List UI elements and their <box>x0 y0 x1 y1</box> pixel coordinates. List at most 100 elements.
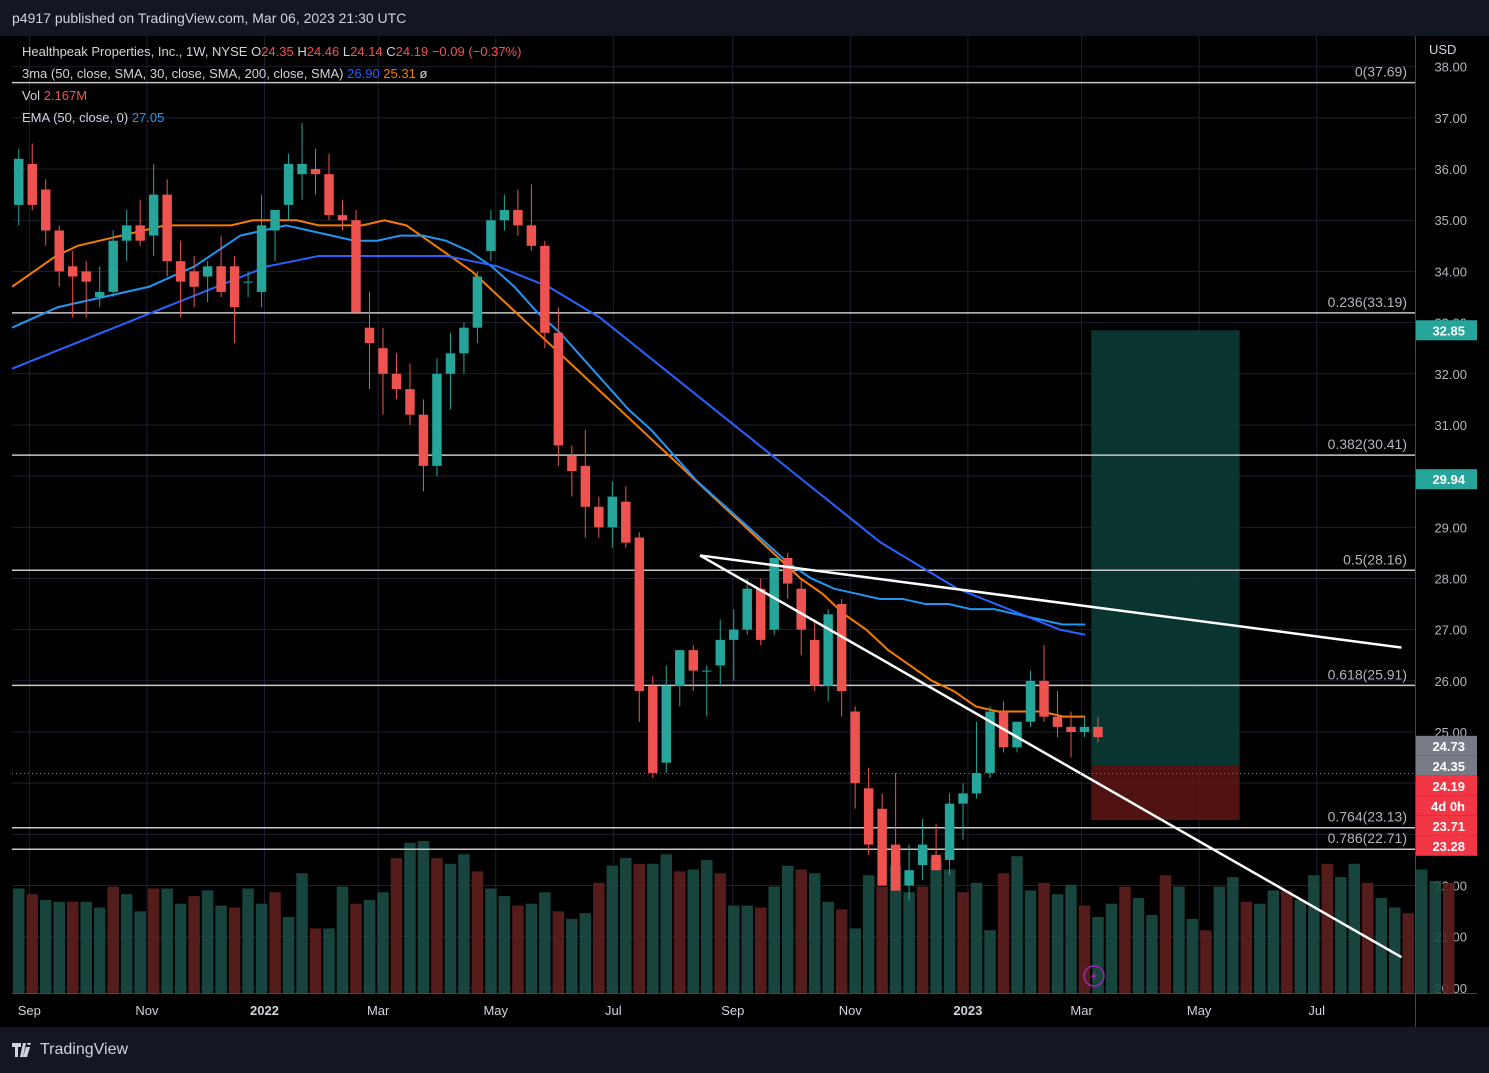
candle-body[interactable] <box>540 245 550 333</box>
candle-body[interactable] <box>553 332 564 446</box>
candle-body[interactable] <box>445 353 456 374</box>
candle-body[interactable] <box>351 220 361 313</box>
trendline[interactable] <box>699 554 1402 649</box>
candle-body[interactable] <box>432 373 442 466</box>
candle-body[interactable] <box>755 588 766 640</box>
candle-body[interactable] <box>229 266 240 308</box>
candle-body[interactable] <box>809 639 820 686</box>
candle-body[interactable] <box>135 225 145 241</box>
candle-body[interactable] <box>661 685 672 763</box>
candle-body[interactable] <box>931 854 941 871</box>
candle-body[interactable] <box>634 537 645 692</box>
candle-body[interactable] <box>607 496 618 528</box>
target-zone[interactable] <box>1091 330 1240 766</box>
candle-body[interactable] <box>378 348 388 374</box>
candle-body[interactable] <box>364 327 375 344</box>
candle-body[interactable] <box>216 266 226 292</box>
volume-bar <box>1348 863 1361 993</box>
candle-body[interactable] <box>324 174 334 216</box>
x-tick-label: 2023 <box>953 1003 982 1018</box>
candle-body[interactable] <box>782 558 793 584</box>
candle-body[interactable] <box>459 327 469 354</box>
volume-bar <box>1038 882 1050 993</box>
price-scale[interactable] <box>1415 36 1477 1027</box>
candle-body[interactable] <box>81 271 91 282</box>
lightning-icon-glyph <box>1091 970 1097 982</box>
candle-body[interactable] <box>67 266 78 277</box>
candle-body[interactable] <box>283 163 294 205</box>
candle-body[interactable] <box>418 414 429 466</box>
candle-body[interactable] <box>944 803 955 860</box>
candle-body[interactable] <box>148 194 159 236</box>
volume-bar <box>903 892 915 993</box>
candle-body[interactable] <box>189 271 199 287</box>
candle-body[interactable] <box>742 588 752 630</box>
candle-body[interactable] <box>890 844 901 891</box>
candle-body[interactable] <box>1066 726 1076 732</box>
candle-body[interactable] <box>715 639 725 666</box>
candle-body[interactable] <box>863 788 874 845</box>
candle-body[interactable] <box>256 225 267 292</box>
trendline[interactable] <box>699 554 1403 959</box>
candle-body[interactable] <box>54 230 64 272</box>
candle-body[interactable] <box>391 373 402 390</box>
candle-body[interactable] <box>1012 721 1022 748</box>
tradingview-brand[interactable]: TradingView <box>12 1041 128 1059</box>
candle-body[interactable] <box>108 240 118 292</box>
candle-body[interactable] <box>162 194 172 262</box>
candle-body[interactable] <box>917 844 928 866</box>
candle-body[interactable] <box>337 215 348 221</box>
volume-bar <box>282 917 295 993</box>
candle-body[interactable] <box>405 389 415 415</box>
candle-body[interactable] <box>877 808 887 886</box>
candle-body[interactable] <box>41 189 51 231</box>
candle-body[interactable] <box>270 210 280 231</box>
volume-bar <box>188 896 200 993</box>
candle-body[interactable] <box>567 455 577 471</box>
candle-body[interactable] <box>688 650 698 671</box>
candle-body[interactable] <box>513 210 523 226</box>
price-badge <box>1416 815 1477 836</box>
candle-body[interactable] <box>297 163 307 175</box>
candle-body[interactable] <box>1039 680 1049 717</box>
candle-body[interactable] <box>621 501 631 543</box>
lightning-icon[interactable] <box>1083 965 1105 987</box>
candle-body[interactable] <box>94 291 105 297</box>
candle-body[interactable] <box>904 870 914 886</box>
candle-body[interactable] <box>796 588 806 630</box>
candle-body[interactable] <box>971 772 982 794</box>
candle-body[interactable] <box>1079 726 1090 732</box>
candle-body[interactable] <box>836 604 847 692</box>
candle-body[interactable] <box>175 261 186 282</box>
candle-body[interactable] <box>472 276 483 328</box>
ma-fast-line <box>11 219 1086 718</box>
price-badge-label: 4d 0h <box>1431 799 1465 814</box>
candle-body[interactable] <box>769 558 779 630</box>
volume-bar <box>1294 899 1307 993</box>
candle-body[interactable] <box>1052 716 1063 727</box>
candle-body[interactable] <box>1025 680 1036 722</box>
candle-body[interactable] <box>1093 726 1103 738</box>
candle-body[interactable] <box>648 685 658 773</box>
candle-body[interactable] <box>310 169 321 175</box>
price-chart[interactable]: 38.0037.0036.0035.0034.0033.0032.0031.00… <box>11 36 1477 1027</box>
candle-body[interactable] <box>526 225 537 246</box>
candle-body[interactable] <box>121 225 132 241</box>
candle-body[interactable] <box>594 506 604 528</box>
candle-body[interactable] <box>202 266 213 277</box>
candle-body[interactable] <box>702 670 712 672</box>
candle-body[interactable] <box>823 614 833 686</box>
candle-body[interactable] <box>850 711 860 784</box>
candle-body[interactable] <box>486 220 496 251</box>
chart-area[interactable]: 38.0037.0036.0035.0034.0033.0032.0031.00… <box>11 36 1477 1027</box>
candle-body[interactable] <box>14 158 24 205</box>
candle-body[interactable] <box>958 793 968 804</box>
candle-body[interactable] <box>499 210 510 221</box>
candle-body[interactable] <box>27 163 37 205</box>
candle-body[interactable] <box>580 465 591 507</box>
candle-body[interactable] <box>729 629 739 640</box>
candle-body[interactable] <box>675 650 685 686</box>
candle-body[interactable] <box>985 711 995 773</box>
volume-bar <box>1240 901 1253 993</box>
candle-body[interactable] <box>243 281 253 283</box>
